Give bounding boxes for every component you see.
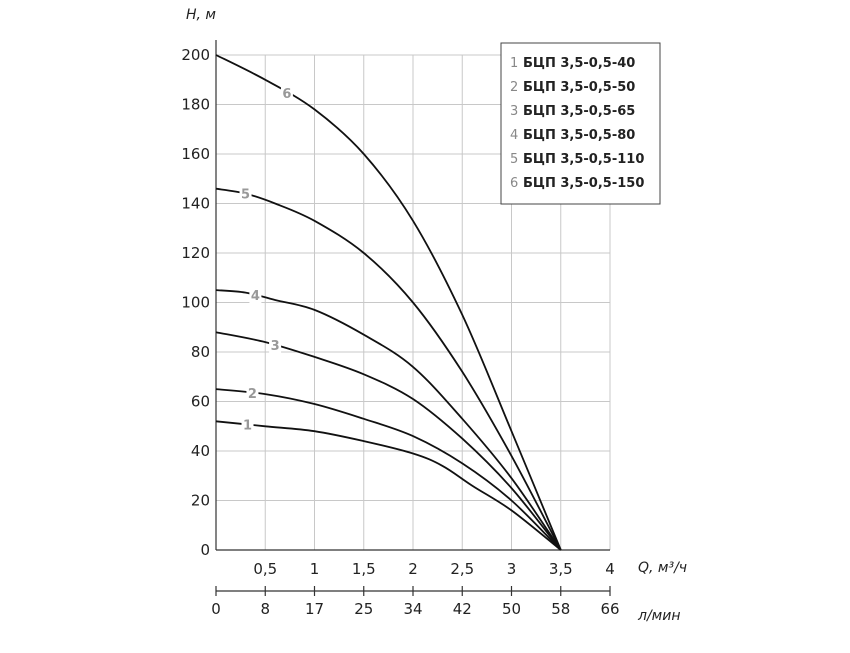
- legend-item-number: 4: [510, 128, 518, 143]
- curve-1: [215, 420, 562, 551]
- x2-tick-label: 50: [502, 600, 521, 618]
- x-tick-label: 3,5: [549, 560, 573, 578]
- curve-label-bg-3: [269, 336, 282, 354]
- curve-3: [215, 331, 562, 551]
- y-tick-label: 40: [191, 442, 210, 460]
- x2-tick-label: 58: [551, 600, 570, 618]
- y-tick-label: 20: [191, 492, 210, 510]
- curves: 1 2 3 4 5 6: [215, 54, 562, 551]
- legend-item-label: БЦП 3,5-0,5-110: [523, 152, 644, 167]
- curve-label-2: 2: [248, 387, 257, 402]
- x2-tick-label: 34: [403, 600, 422, 618]
- curve-5: [215, 187, 562, 551]
- x2-tick-label: 17: [305, 600, 324, 618]
- legend-item-number: 6: [510, 176, 518, 191]
- y-tick-label: 80: [191, 343, 210, 361]
- curve-label-bg-6: [280, 83, 293, 101]
- curve-label-3: 3: [271, 339, 280, 354]
- legend-item-label: БЦП 3,5-0,5-65: [523, 104, 635, 119]
- legend-box: [500, 42, 661, 205]
- curve-label-1: 1: [243, 418, 252, 433]
- curve-label-5: 5: [241, 188, 250, 203]
- curve-label-bg-1: [241, 415, 254, 433]
- x-tick-label: 1: [310, 560, 320, 578]
- y-tick-label: 60: [191, 393, 210, 411]
- legend-item-label: БЦП 3,5-0,5-150: [523, 176, 644, 191]
- x-tick-label: 2: [408, 560, 418, 578]
- y-tick-label: 180: [181, 96, 210, 114]
- x2-tick-label: 0: [211, 600, 221, 618]
- legend-item-label: БЦП 3,5-0,5-80: [523, 128, 635, 143]
- curve-label-4: 4: [251, 289, 260, 304]
- legend: 1 БЦП 3,5-0,5-40 2 БЦП 3,5-0,5-50 3 БЦП 3,5-0…: [500, 42, 661, 205]
- curve-2: [215, 388, 562, 551]
- curve-label-6: 6: [282, 87, 291, 102]
- y-axis-title: H, м: [186, 7, 216, 23]
- y-tick-label: 100: [181, 294, 210, 312]
- curve-label-bg-5: [239, 184, 252, 202]
- legend-item-number: 1: [510, 56, 518, 71]
- legend-item-number: 5: [510, 152, 518, 167]
- x-tick-label: 3: [507, 560, 517, 578]
- curve-label-bg-4: [249, 286, 262, 304]
- x2-tick-label: 42: [453, 600, 472, 618]
- x2-axis-title: л/мин: [637, 608, 680, 624]
- x-axis-title: Q, м³/ч: [638, 560, 687, 576]
- y-tick-label: 120: [181, 244, 210, 262]
- x-tick-label: 1,5: [352, 560, 376, 578]
- x2-tick-label: 25: [354, 600, 373, 618]
- y-tick-label: 0: [200, 541, 210, 559]
- x2-tick-label: 66: [600, 600, 619, 618]
- legend-item-number: 2: [510, 80, 518, 95]
- y-tick-label: 140: [181, 195, 210, 213]
- x2-tick-label: 8: [260, 600, 270, 618]
- x-tick-label: 0,5: [253, 560, 277, 578]
- legend-item-label: БЦП 3,5-0,5-40: [523, 56, 635, 71]
- curve-4: [215, 289, 562, 551]
- legend-item-number: 3: [510, 104, 518, 119]
- curve-label-bg-2: [246, 383, 259, 401]
- x-tick-label: 2,5: [450, 560, 474, 578]
- y-tick-label: 200: [181, 46, 210, 64]
- x-tick-label: 4: [605, 560, 615, 578]
- y-tick-label: 160: [181, 145, 210, 163]
- legend-item-label: БЦП 3,5-0,5-50: [523, 80, 635, 95]
